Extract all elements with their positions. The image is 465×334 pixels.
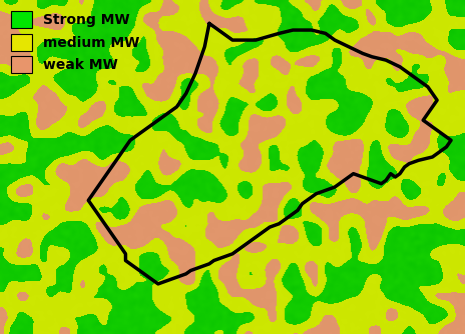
Legend: Strong MW, medium MW, weak MW: Strong MW, medium MW, weak MW (7, 7, 144, 77)
